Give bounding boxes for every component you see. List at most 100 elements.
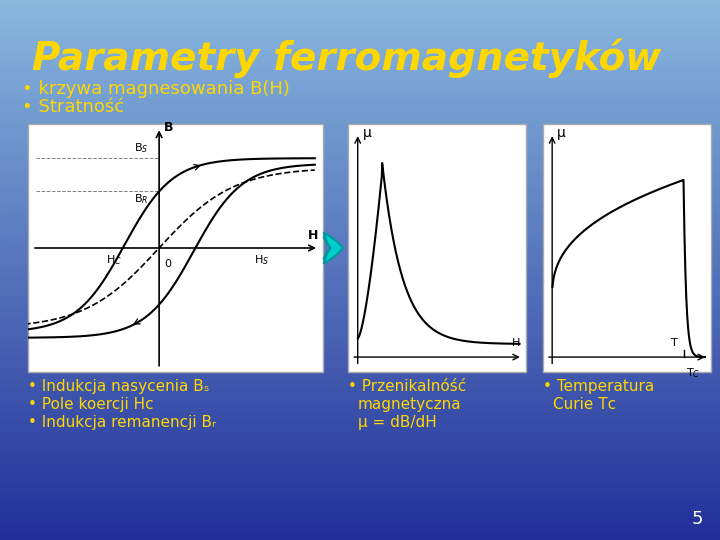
Bar <box>0 63 720 68</box>
Bar <box>0 144 720 148</box>
Bar <box>0 401 720 405</box>
Bar <box>543 124 711 372</box>
Bar <box>0 472 720 477</box>
Bar <box>0 162 720 166</box>
Bar <box>0 261 720 266</box>
Bar <box>0 459 720 463</box>
Text: T$_C$: T$_C$ <box>685 366 700 380</box>
Bar <box>28 124 323 372</box>
Bar <box>0 18 720 23</box>
Text: μ = dB/dH: μ = dB/dH <box>358 415 437 430</box>
Bar <box>0 185 720 189</box>
Bar <box>0 320 720 324</box>
Bar <box>0 513 720 517</box>
Bar <box>0 4 720 9</box>
Text: • krzywa magnesowania B(H): • krzywa magnesowania B(H) <box>22 80 290 98</box>
Bar <box>0 198 720 202</box>
Bar <box>0 0 720 4</box>
Text: • Indukcja nasycenia Bₛ: • Indukcja nasycenia Bₛ <box>28 379 210 394</box>
Bar <box>0 72 720 77</box>
Bar <box>0 220 720 225</box>
Bar <box>0 243 720 247</box>
Text: 0: 0 <box>164 259 171 269</box>
Bar <box>0 297 720 301</box>
Bar <box>0 131 720 135</box>
Bar <box>0 36 720 40</box>
Bar <box>0 509 720 513</box>
Bar <box>0 126 720 131</box>
Bar <box>0 418 720 423</box>
Bar <box>0 355 720 360</box>
Bar <box>0 374 720 378</box>
Text: magnetyczna: magnetyczna <box>358 397 462 412</box>
Bar <box>0 212 720 216</box>
Text: H$_C$: H$_C$ <box>106 253 122 267</box>
Bar <box>0 293 720 297</box>
Text: μ: μ <box>557 126 565 140</box>
Bar <box>0 463 720 468</box>
Bar <box>0 27 720 31</box>
Bar <box>0 252 720 256</box>
Bar <box>0 270 720 274</box>
Bar <box>0 202 720 207</box>
Bar <box>0 274 720 279</box>
Bar <box>0 490 720 495</box>
Bar <box>0 324 720 328</box>
Bar <box>0 207 720 212</box>
Bar <box>0 432 720 436</box>
Bar <box>0 328 720 333</box>
Bar <box>0 122 720 126</box>
Text: B$_S$: B$_S$ <box>135 141 149 155</box>
Bar <box>0 68 720 72</box>
Bar <box>0 455 720 459</box>
Bar <box>0 288 720 293</box>
Bar <box>0 301 720 306</box>
Bar <box>0 23 720 27</box>
Bar <box>0 436 720 441</box>
Bar <box>0 446 720 450</box>
Bar <box>0 135 720 139</box>
Bar <box>0 216 720 220</box>
Bar <box>0 85 720 90</box>
Text: • Stratność: • Stratność <box>22 98 124 116</box>
Bar <box>0 94 720 99</box>
Bar <box>0 284 720 288</box>
Bar <box>0 139 720 144</box>
Bar <box>0 364 720 369</box>
Bar <box>0 180 720 185</box>
Bar <box>0 176 720 180</box>
Bar <box>0 315 720 320</box>
Bar <box>0 347 720 351</box>
Bar <box>0 171 720 176</box>
Bar <box>0 360 720 364</box>
Bar <box>0 266 720 270</box>
Bar <box>0 495 720 500</box>
Text: • Pole koercji Hᴄ: • Pole koercji Hᴄ <box>28 397 153 412</box>
Bar <box>0 378 720 382</box>
Bar <box>0 99 720 104</box>
Bar <box>0 369 720 374</box>
Bar <box>0 230 720 234</box>
Bar <box>0 414 720 418</box>
Bar <box>0 441 720 445</box>
Bar <box>0 189 720 193</box>
Text: • Przenikalnóść: • Przenikalnóść <box>348 379 467 394</box>
Bar <box>0 387 720 392</box>
Bar <box>0 14 720 18</box>
Bar <box>0 81 720 85</box>
Text: Parametry ferromagnetyków: Parametry ferromagnetyków <box>32 38 661 78</box>
Bar <box>0 256 720 261</box>
Bar <box>0 517 720 522</box>
Bar <box>0 500 720 504</box>
Text: • Indukcja remanencji Bᵣ: • Indukcja remanencji Bᵣ <box>28 415 216 430</box>
Bar <box>0 40 720 45</box>
Bar <box>0 526 720 531</box>
Bar <box>0 54 720 58</box>
Text: T: T <box>671 338 678 348</box>
Bar <box>0 428 720 432</box>
Text: 5: 5 <box>691 510 703 528</box>
Bar <box>0 50 720 54</box>
Text: H: H <box>307 230 318 242</box>
Bar <box>0 351 720 355</box>
Bar <box>0 117 720 122</box>
